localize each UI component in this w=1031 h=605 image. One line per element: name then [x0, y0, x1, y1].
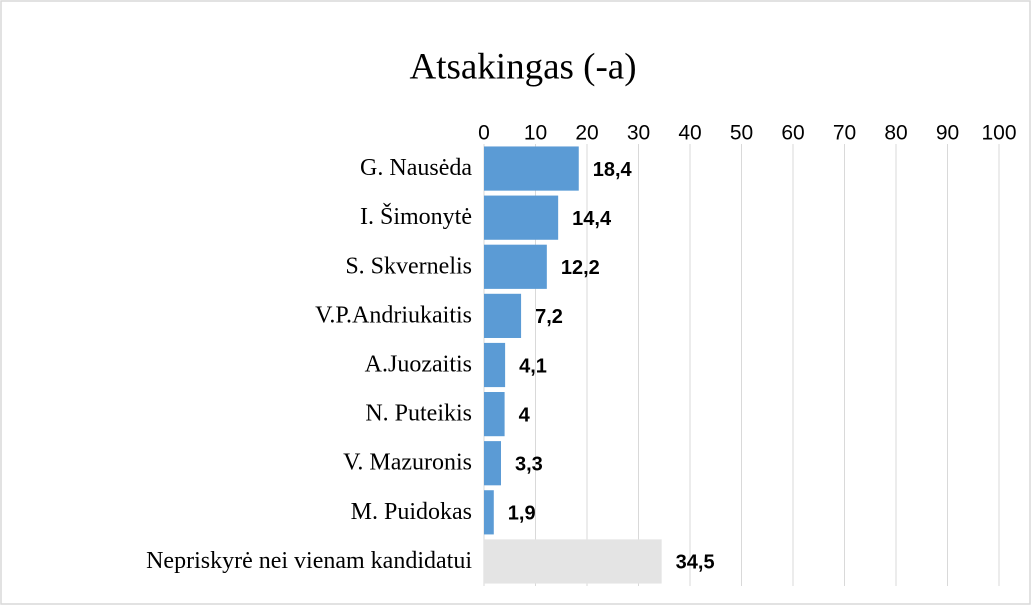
value-label: 4,1: [519, 355, 547, 377]
x-tick-label: 40: [678, 122, 701, 145]
y-tick-label: G. Nausėda: [360, 155, 472, 181]
value-label: 1,9: [508, 503, 536, 525]
bar: [484, 293, 522, 338]
value-label: 3,3: [515, 454, 543, 476]
y-tick-label: V. Mazuronis: [343, 450, 472, 476]
bar: [484, 441, 501, 486]
value-label: 7,2: [535, 306, 563, 328]
y-tick-label: N. Puteikis: [365, 401, 472, 427]
x-tick-label: 80: [884, 122, 907, 145]
x-tick-label: 10: [524, 122, 547, 145]
x-tick-label: 90: [936, 122, 959, 145]
bar: [484, 539, 662, 584]
x-tick-label: 60: [781, 122, 804, 145]
x-tick-label: 0: [478, 122, 490, 145]
value-label: 12,2: [561, 257, 600, 279]
bar: [484, 195, 559, 240]
value-label: 4: [519, 404, 531, 426]
bar: [484, 244, 547, 289]
value-label: 14,4: [572, 208, 612, 230]
y-tick-label: I. Šimonytė: [360, 203, 472, 230]
value-label: 18,4: [593, 159, 633, 181]
x-tick-label: 30: [627, 122, 650, 145]
bar: [484, 490, 494, 535]
x-tick-label: 70: [833, 122, 856, 145]
y-tick-label: M. Puidokas: [351, 499, 472, 525]
y-tick-label: Nepriskyrė nei vienam kandidatui: [146, 548, 472, 574]
bar: [484, 342, 506, 388]
bar: [484, 146, 579, 191]
y-tick-label: A.Juozaitis: [365, 352, 472, 378]
y-tick-label: V.P.Andriukaitis: [315, 302, 472, 328]
x-tick-label: 50: [730, 122, 753, 145]
y-tick-label: S. Skvernelis: [345, 253, 472, 279]
x-tick-label: 20: [575, 122, 598, 145]
chart-title: Atsakingas (-a): [409, 46, 636, 87]
x-tick-label: 100: [981, 122, 1016, 145]
bar: [484, 392, 505, 437]
value-label: 34,5: [676, 552, 715, 574]
